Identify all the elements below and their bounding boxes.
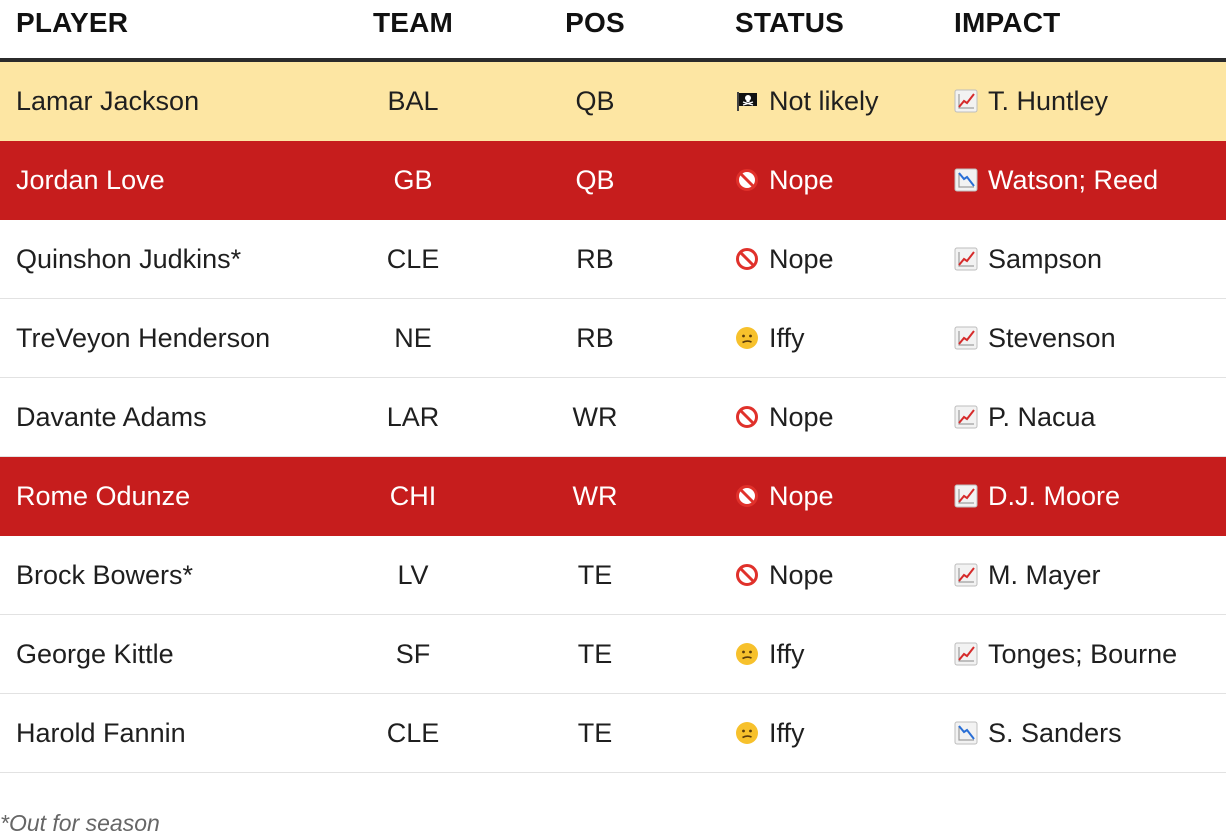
column-header-pos[interactable]: POS bbox=[565, 7, 625, 38]
confused-face-icon bbox=[735, 721, 759, 745]
chart-increasing-icon bbox=[954, 326, 978, 350]
prohibited-icon bbox=[735, 247, 759, 271]
status-cell: Iffy bbox=[735, 299, 805, 377]
chart-decreasing-icon bbox=[954, 168, 978, 192]
team-code: LAR bbox=[386, 402, 440, 432]
chart-increasing-icon bbox=[954, 484, 978, 508]
status-text: Nope bbox=[769, 402, 834, 432]
position: WR bbox=[572, 481, 618, 511]
player-name: TreVeyon Henderson bbox=[16, 323, 271, 353]
impact-text: S. Sanders bbox=[988, 718, 1122, 748]
position: TE bbox=[577, 639, 613, 669]
status-cell: Iffy bbox=[735, 694, 805, 772]
chart-increasing-icon bbox=[954, 405, 978, 429]
column-header-impact[interactable]: IMPACT bbox=[954, 7, 1061, 38]
footnote: *Out for season bbox=[0, 810, 160, 836]
team-code: CLE bbox=[386, 244, 440, 274]
status-cell: Iffy bbox=[735, 615, 805, 693]
position: WR bbox=[572, 402, 618, 432]
prohibited-icon bbox=[735, 484, 759, 508]
status-text: Iffy bbox=[769, 323, 805, 353]
team-code: CHI bbox=[389, 481, 437, 511]
position: RB bbox=[576, 244, 614, 274]
prohibited-icon bbox=[735, 168, 759, 192]
impact-text: T. Huntley bbox=[988, 86, 1109, 116]
pirate-flag-icon bbox=[735, 89, 759, 113]
table-row[interactable]: Lamar Jackson BAL QB Not likely T. Huntley bbox=[0, 62, 1226, 141]
status-cell: Nope bbox=[735, 536, 834, 614]
status-text: Nope bbox=[769, 560, 834, 590]
table-row[interactable]: TreVeyon Henderson NE RB Iffy Stevenson bbox=[0, 299, 1226, 378]
prohibited-icon bbox=[735, 405, 759, 429]
table-row[interactable]: Rome Odunze CHI WR Nope D.J. Moore bbox=[0, 457, 1226, 536]
impact-text: Sampson bbox=[988, 244, 1103, 274]
chart-increasing-icon bbox=[954, 247, 978, 271]
column-header-team[interactable]: TEAM bbox=[372, 7, 454, 38]
position: TE bbox=[577, 560, 613, 590]
team-code: GB bbox=[393, 165, 433, 195]
table-header: PLAYER TEAM POS STATUS IMPACT bbox=[0, 0, 1226, 62]
impact-text: M. Mayer bbox=[988, 560, 1101, 590]
status-text: Nope bbox=[769, 165, 834, 195]
status-cell: Nope bbox=[735, 220, 834, 298]
chart-increasing-icon bbox=[954, 642, 978, 666]
position: QB bbox=[575, 86, 615, 116]
status-text: Nope bbox=[769, 244, 834, 274]
confused-face-icon bbox=[735, 642, 759, 666]
status-cell: Nope bbox=[735, 457, 834, 535]
position: TE bbox=[577, 718, 613, 748]
impact-cell: Stevenson bbox=[954, 299, 1116, 377]
impact-cell: M. Mayer bbox=[954, 536, 1101, 614]
chart-increasing-icon bbox=[954, 563, 978, 587]
table-body: Lamar Jackson BAL QB Not likely T. Huntley Jo… bbox=[0, 62, 1226, 773]
position: QB bbox=[575, 165, 615, 195]
column-header-player[interactable]: PLAYER bbox=[16, 7, 129, 38]
impact-text: Watson; Reed bbox=[988, 165, 1159, 195]
impact-cell: S. Sanders bbox=[954, 694, 1122, 772]
column-header-status[interactable]: STATUS bbox=[735, 7, 845, 38]
player-name: Davante Adams bbox=[16, 402, 207, 432]
team-code: CLE bbox=[386, 718, 440, 748]
table-row[interactable]: Harold Fannin CLE TE Iffy S. Sanders bbox=[0, 694, 1226, 773]
player-name: Brock Bowers* bbox=[16, 560, 194, 590]
team-code: SF bbox=[395, 639, 431, 669]
player-name: Harold Fannin bbox=[16, 718, 186, 748]
impact-text: D.J. Moore bbox=[988, 481, 1121, 511]
table-row[interactable]: Davante Adams LAR WR Nope P. Nacua bbox=[0, 378, 1226, 457]
status-text: Nope bbox=[769, 481, 834, 511]
status-cell: Not likely bbox=[735, 62, 879, 140]
table-row[interactable]: George Kittle SF TE Iffy Tonges; Bourne bbox=[0, 615, 1226, 694]
player-name: Lamar Jackson bbox=[16, 86, 200, 116]
impact-cell: T. Huntley bbox=[954, 62, 1108, 140]
table-row[interactable]: Brock Bowers* LV TE Nope M. Mayer bbox=[0, 536, 1226, 615]
impact-cell: Sampson bbox=[954, 220, 1102, 298]
chart-increasing-icon bbox=[954, 89, 978, 113]
player-name: Rome Odunze bbox=[16, 481, 191, 511]
position: RB bbox=[576, 323, 614, 353]
confused-face-icon bbox=[735, 326, 759, 350]
player-name: Quinshon Judkins* bbox=[16, 244, 242, 274]
status-cell: Nope bbox=[735, 141, 834, 219]
table-row[interactable]: Jordan Love GB QB Nope Watson; Reed bbox=[0, 141, 1226, 220]
impact-cell: Watson; Reed bbox=[954, 141, 1158, 219]
prohibited-icon bbox=[735, 563, 759, 587]
team-code: BAL bbox=[387, 86, 439, 116]
team-code: LV bbox=[397, 560, 429, 590]
table-row[interactable]: Quinshon Judkins* CLE RB Nope Sampson bbox=[0, 220, 1226, 299]
team-code: NE bbox=[394, 323, 432, 353]
status-text: Iffy bbox=[769, 718, 805, 748]
chart-decreasing-icon bbox=[954, 721, 978, 745]
status-cell: Nope bbox=[735, 378, 834, 456]
impact-text: Tonges; Bourne bbox=[988, 639, 1178, 669]
impact-text: P. Nacua bbox=[988, 402, 1096, 432]
status-text: Iffy bbox=[769, 639, 805, 669]
player-name: Jordan Love bbox=[16, 165, 165, 195]
impact-cell: Tonges; Bourne bbox=[954, 615, 1177, 693]
impact-cell: P. Nacua bbox=[954, 378, 1096, 456]
impact-text: Stevenson bbox=[988, 323, 1116, 353]
impact-cell: D.J. Moore bbox=[954, 457, 1120, 535]
player-name: George Kittle bbox=[16, 639, 174, 669]
player-status-table: PLAYER TEAM POS STATUS IMPACT Lamar Jack… bbox=[0, 0, 1226, 773]
status-text: Not likely bbox=[769, 86, 879, 116]
